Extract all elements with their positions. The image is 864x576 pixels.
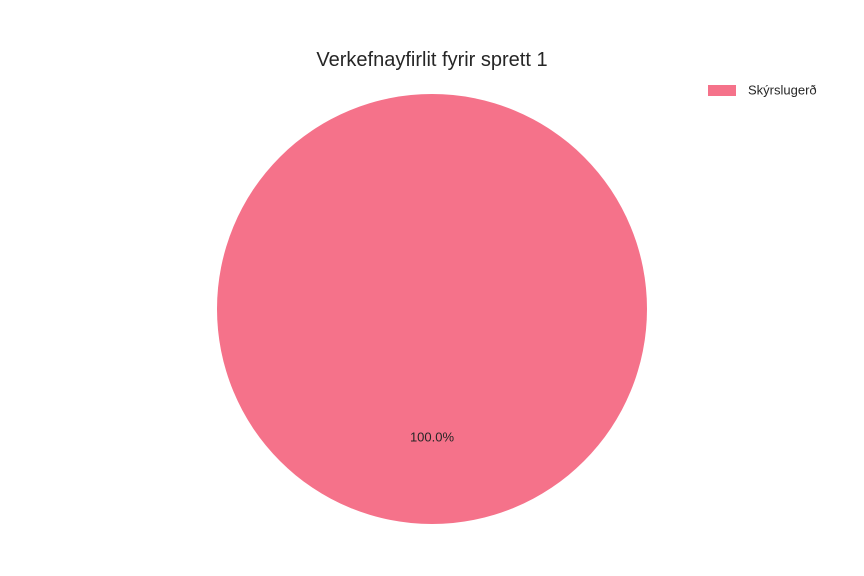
legend: Skýrslugerð	[708, 82, 817, 97]
legend-label: Skýrslugerð	[748, 82, 817, 97]
pie-slice	[217, 94, 647, 524]
chart-title: Verkefnayfirlit fyrir sprett 1	[316, 49, 547, 71]
legend-swatch	[708, 85, 736, 96]
pie-slices	[217, 94, 647, 524]
pie-labels: 100.0%	[410, 429, 455, 444]
pie-percent-label: 100.0%	[410, 429, 455, 444]
